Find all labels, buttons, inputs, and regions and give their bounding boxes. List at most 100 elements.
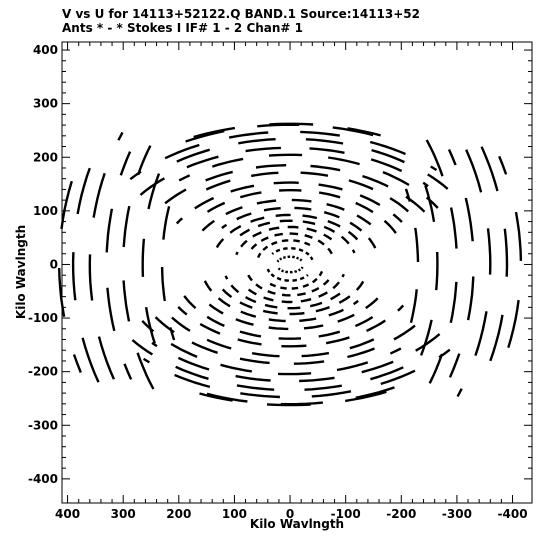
track-segment — [300, 171, 329, 177]
track-segment — [235, 251, 239, 256]
track-segment — [302, 220, 316, 226]
uv-track — [201, 198, 372, 232]
track-segment — [215, 238, 225, 249]
track-segment — [449, 207, 458, 249]
track-segment — [327, 219, 341, 228]
track-segment — [304, 384, 342, 391]
track-segment — [177, 306, 188, 316]
track-segment — [277, 372, 312, 376]
track-segment — [282, 247, 288, 251]
track-segment — [239, 191, 262, 199]
track-segment — [268, 153, 303, 157]
y-tick-label: 100 — [33, 204, 58, 218]
y-tick-label: -400 — [28, 472, 58, 486]
track-segment — [480, 146, 499, 192]
chart-subtitle: Ants * - * Stokes I IF# 1 - 2 Chan# 1 — [62, 21, 303, 35]
track-segment — [365, 297, 379, 310]
track-segment — [199, 322, 221, 335]
track-segment — [122, 205, 131, 248]
track-segment — [293, 360, 325, 365]
x-tick-label: 100 — [222, 507, 247, 521]
track-segment — [514, 211, 523, 261]
uv-track — [257, 239, 311, 259]
uv-track — [176, 138, 449, 190]
track-segment — [239, 357, 270, 365]
track-segment — [279, 219, 293, 223]
track-segment — [297, 268, 301, 272]
track-segment — [311, 277, 318, 284]
track-segment — [328, 156, 360, 166]
track-segment — [304, 241, 311, 247]
track-segment — [309, 147, 345, 154]
track-segment — [289, 232, 299, 236]
track-segment — [424, 185, 436, 223]
track-segment — [276, 259, 280, 263]
uv-track — [141, 173, 161, 344]
track-segment — [283, 256, 286, 259]
track-segment — [262, 245, 269, 252]
track-segment — [337, 313, 355, 323]
uv-track-conjugate — [177, 304, 405, 348]
y-tick-label: -100 — [28, 311, 58, 325]
y-tick-label: 0 — [50, 257, 58, 271]
track-segment — [305, 138, 344, 145]
uv-track — [276, 255, 303, 263]
track-segment — [164, 188, 187, 205]
uv-track-conjugate — [151, 333, 441, 383]
track-segment — [185, 129, 225, 143]
track-segment — [211, 157, 244, 168]
track-segment — [309, 301, 323, 308]
track-segment — [365, 319, 386, 332]
track-segment — [464, 197, 474, 242]
track-segment — [427, 173, 449, 190]
track-segment — [326, 203, 345, 211]
track-segment — [415, 333, 441, 352]
track-segment — [428, 353, 444, 384]
track-segment — [419, 319, 433, 356]
axis-ticks — [62, 42, 532, 503]
track-segment — [177, 356, 210, 371]
track-segment — [240, 239, 248, 248]
track-segment — [275, 213, 291, 217]
track-segment — [151, 341, 158, 348]
y-tick-labels: 400 300 200 100 0 -100 -200 -300 -400 — [28, 43, 58, 486]
track-segment — [255, 164, 287, 169]
track-segment — [287, 225, 299, 229]
track-segment — [119, 151, 132, 176]
y-tick-label: 300 — [33, 97, 58, 111]
track-segment — [72, 354, 82, 374]
track-segment — [178, 174, 191, 182]
track-segment — [311, 286, 320, 293]
uv-track — [206, 188, 397, 234]
x-tick-label: -400 — [498, 507, 528, 521]
track-segment — [199, 392, 233, 402]
track-segment — [474, 311, 488, 356]
track-segment — [255, 283, 263, 290]
uv-track — [250, 232, 333, 255]
uv-track-conjugate — [141, 320, 402, 376]
uv-track-conjugate — [142, 348, 451, 399]
track-segment — [239, 228, 251, 237]
y-tick-label: 200 — [33, 150, 58, 164]
uv-track — [193, 122, 381, 139]
uv-track-conjugate — [404, 188, 420, 323]
track-segment — [273, 181, 299, 185]
uv-track-conjugate — [480, 146, 509, 362]
track-segment — [301, 351, 330, 358]
track-segment — [174, 373, 211, 389]
track-segment — [330, 292, 341, 301]
track-segment — [486, 228, 492, 275]
track-segment — [230, 284, 240, 294]
track-segment — [354, 315, 374, 328]
track-segment — [221, 288, 233, 299]
uv-track-conjugate — [247, 274, 330, 297]
track-segment — [147, 173, 161, 210]
track-segment — [276, 276, 282, 281]
track-segment — [340, 235, 350, 245]
track-segment — [205, 170, 233, 182]
track-segment — [194, 196, 215, 210]
track-segment — [325, 336, 350, 345]
track-segment — [318, 270, 324, 277]
track-segment — [136, 145, 152, 176]
track-segment — [294, 206, 312, 211]
